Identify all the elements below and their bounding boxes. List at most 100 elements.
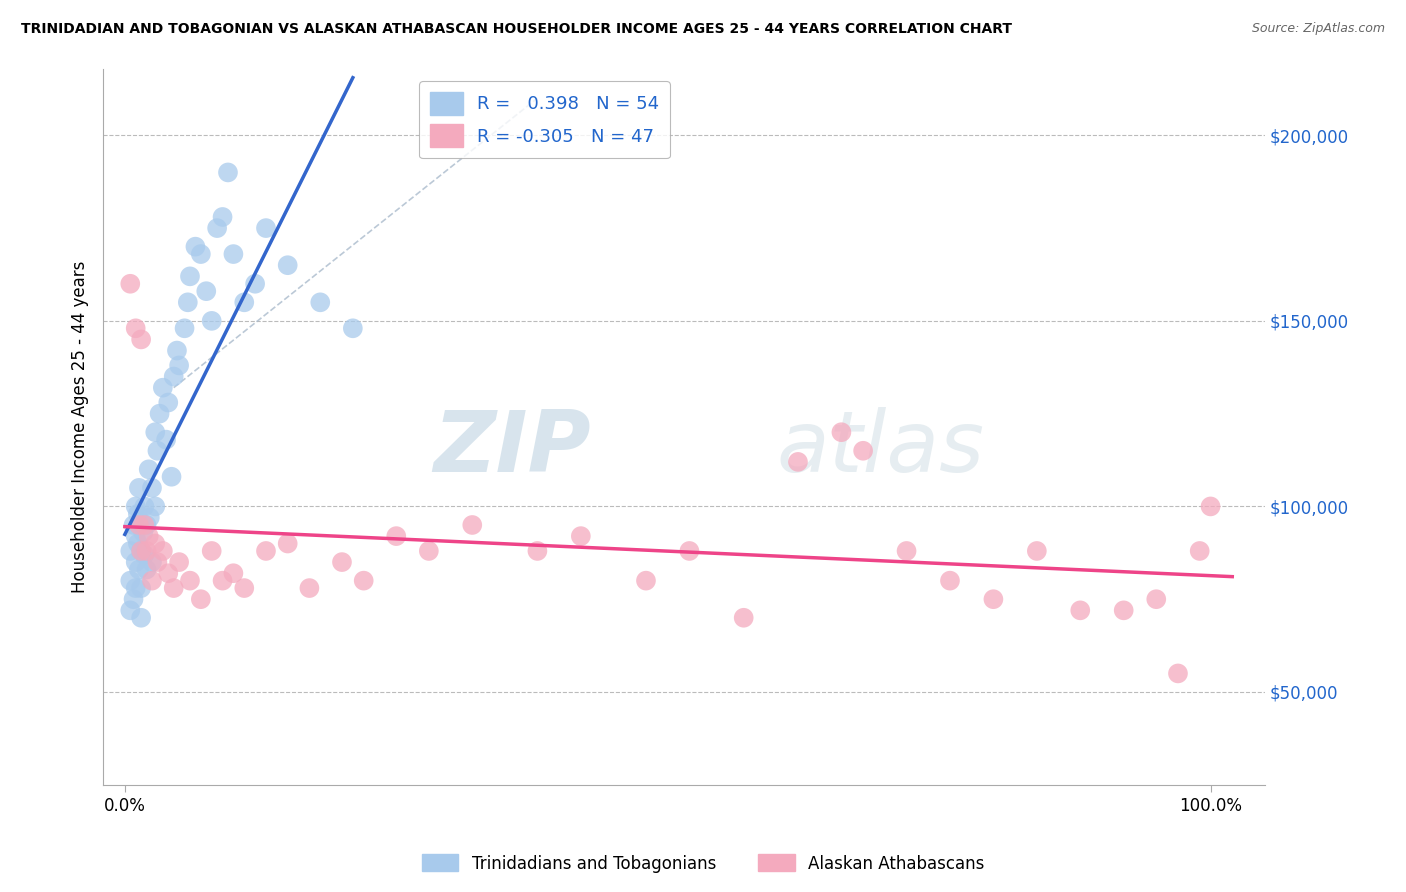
Point [277,258,299,272]
Point [127,536,149,550]
Point [243,277,266,291]
Point [135,562,157,576]
Point [1199,500,1222,514]
Point [143,500,166,514]
Point [1025,544,1047,558]
Point [233,295,256,310]
Point [201,314,224,328]
Legend: Trinidadians and Tobagonians, Alaskan Athabascans: Trinidadians and Tobagonians, Alaskan At… [415,847,991,880]
Point [120,603,142,617]
Point [1167,666,1189,681]
Point [167,555,190,569]
Point [205,221,228,235]
Point [146,555,169,569]
Point [309,295,332,310]
Point [177,295,200,310]
Point [939,574,962,588]
Point [1188,544,1211,558]
Point [157,395,180,409]
Point [141,481,163,495]
Point [125,321,148,335]
Point [179,269,201,284]
Point [830,425,852,440]
Point [141,555,163,569]
Point [330,555,353,569]
Point [134,548,156,562]
Point [152,544,174,558]
Point [125,500,148,514]
Point [678,544,700,558]
Point [125,555,148,569]
Point [127,507,149,521]
Point [129,581,152,595]
Y-axis label: Householder Income Ages 25 - 44 years: Householder Income Ages 25 - 44 years [72,260,89,593]
Point [134,500,156,514]
Point [298,581,321,595]
Point [141,574,163,588]
Point [179,574,201,588]
Point [254,544,277,558]
Point [852,443,875,458]
Legend: R =   0.398   N = 54, R = -0.305   N = 47: R = 0.398 N = 54, R = -0.305 N = 47 [419,81,669,158]
Point [128,518,150,533]
Text: atlas: atlas [778,407,986,490]
Point [122,518,145,533]
Point [222,247,245,261]
Point [277,536,299,550]
Point [569,529,592,543]
Point [526,544,548,558]
Point [418,544,440,558]
Point [135,518,157,533]
Point [163,581,186,595]
Point [120,544,142,558]
Point [129,544,152,558]
Point [146,443,169,458]
Text: Source: ZipAtlas.com: Source: ZipAtlas.com [1251,22,1385,36]
Text: ZIP: ZIP [433,407,591,490]
Point [254,221,277,235]
Point [135,544,157,558]
Point [129,611,152,625]
Point [167,359,190,373]
Point [1112,603,1135,617]
Point [211,210,233,224]
Point [128,481,150,495]
Point [342,321,364,335]
Point [385,529,408,543]
Point [1144,592,1167,607]
Point [201,544,224,558]
Point [217,165,239,179]
Point [128,518,150,533]
Point [163,369,186,384]
Point [155,433,177,447]
Point [461,518,484,533]
Point [149,407,172,421]
Point [129,544,152,558]
Point [222,566,245,581]
Point [184,240,207,254]
Point [132,525,155,540]
Point [129,333,152,347]
Point [634,574,657,588]
Point [787,455,810,469]
Point [120,277,142,291]
Point [138,529,160,543]
Point [190,592,212,607]
Point [233,581,256,595]
Point [190,247,212,261]
Point [983,592,1005,607]
Point [211,574,233,588]
Point [157,566,180,581]
Point [160,469,183,483]
Point [896,544,918,558]
Point [128,562,150,576]
Point [143,536,166,550]
Text: TRINIDADIAN AND TOBAGONIAN VS ALASKAN ATHABASCAN HOUSEHOLDER INCOME AGES 25 - 44: TRINIDADIAN AND TOBAGONIAN VS ALASKAN AT… [21,22,1012,37]
Point [173,321,195,335]
Point [143,425,166,440]
Point [1069,603,1091,617]
Point [139,510,162,524]
Point [134,518,156,533]
Point [125,529,148,543]
Point [166,343,188,358]
